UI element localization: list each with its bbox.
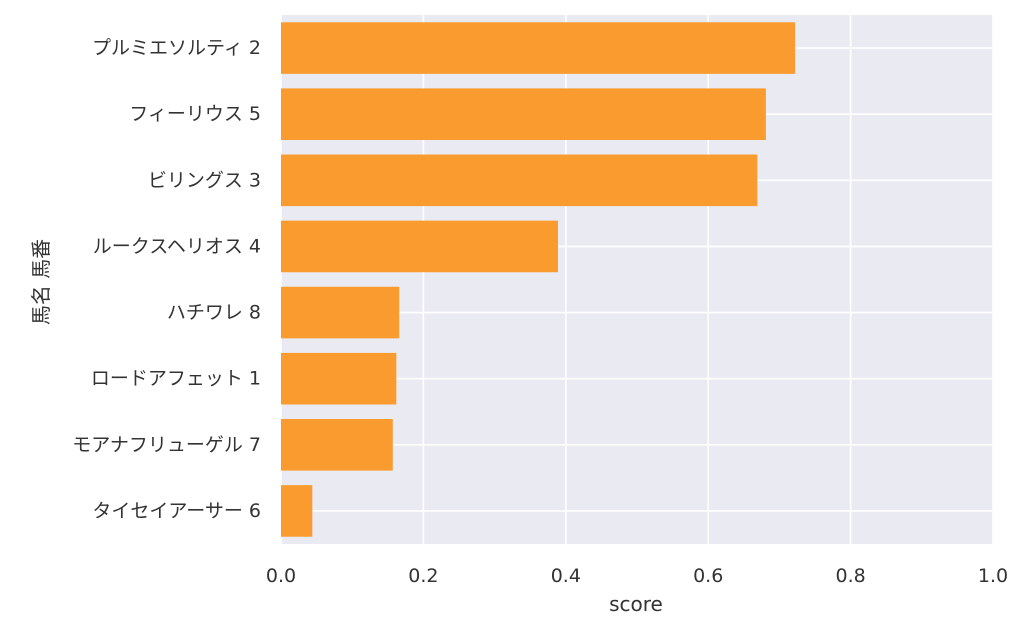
bar bbox=[281, 88, 766, 140]
y-tick-label: ルークスヘリオス 4 bbox=[93, 235, 261, 257]
x-axis-label: score bbox=[609, 592, 663, 616]
y-tick-label: ビリングス 3 bbox=[148, 169, 261, 191]
y-tick-label: ハチワレ 8 bbox=[167, 302, 261, 324]
x-tick-label: 0.0 bbox=[266, 565, 296, 587]
x-tick-label: 0.4 bbox=[551, 565, 581, 587]
y-tick-label: モアナフリューゲル 7 bbox=[72, 434, 261, 456]
y-tick-label: ロードアフェット 1 bbox=[91, 368, 261, 390]
bar bbox=[281, 286, 400, 339]
y-axis-label: 馬名 馬番 bbox=[29, 239, 53, 325]
bar bbox=[281, 220, 558, 273]
x-tick-label: 1.0 bbox=[978, 565, 1008, 587]
x-tick-labels: 0.0 0.2 0.4 0.6 0.8 1.0 bbox=[266, 565, 1008, 587]
bar bbox=[281, 154, 758, 207]
x-tick-label: 0.2 bbox=[408, 565, 438, 587]
bars bbox=[281, 22, 796, 537]
bar bbox=[281, 485, 313, 537]
x-tick-label: 0.8 bbox=[835, 565, 865, 587]
bar bbox=[281, 419, 393, 471]
y-tick-labels: プルミエソルティ 2 フィーリウス 5 ビリングス 3 ルークスヘリオス 4 ハチワレ … bbox=[72, 37, 261, 522]
x-tick-label: 0.6 bbox=[693, 565, 723, 587]
bar bbox=[281, 22, 796, 74]
y-tick-label: プルミエソルティ 2 bbox=[92, 37, 261, 59]
y-tick-label: フィーリウス 5 bbox=[129, 103, 261, 125]
bar bbox=[281, 352, 397, 405]
y-tick-label: タイセイアーサー 6 bbox=[92, 500, 261, 522]
